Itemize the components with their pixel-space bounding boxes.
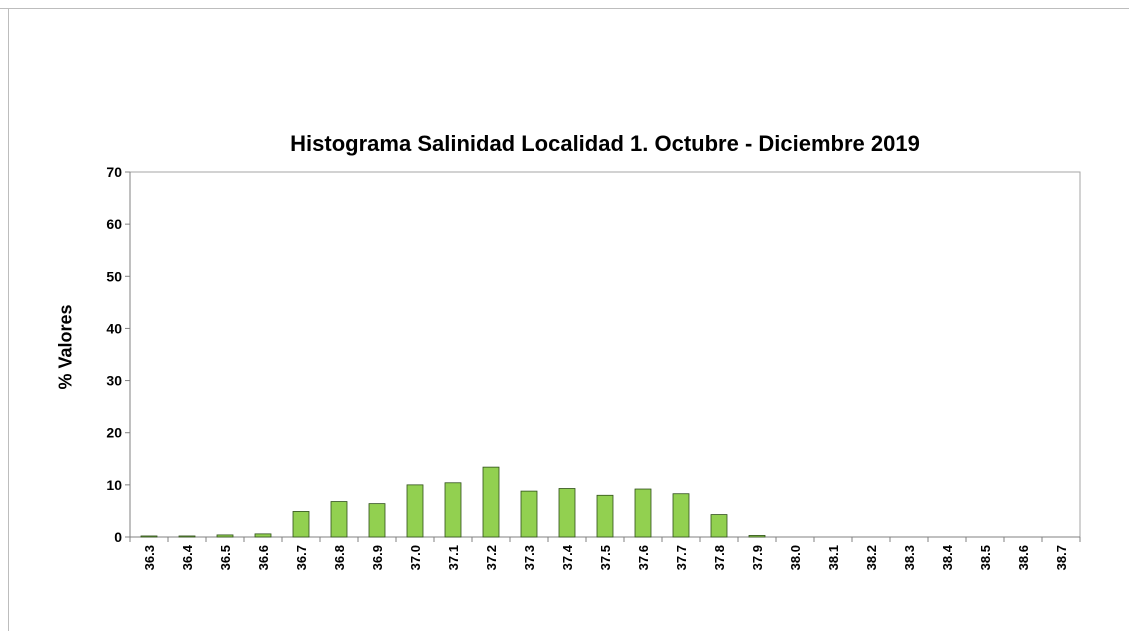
x-tick-label: 36.8 bbox=[332, 545, 347, 570]
x-tick-label: 37.4 bbox=[560, 544, 575, 570]
chart-title: Histograma Salinidad Localidad 1. Octubr… bbox=[290, 131, 920, 156]
frame-left-border bbox=[8, 8, 9, 631]
bar bbox=[216, 534, 234, 538]
x-tick-label: 36.9 bbox=[370, 545, 385, 570]
bar bbox=[482, 466, 500, 538]
bar bbox=[444, 482, 462, 538]
bar bbox=[672, 493, 690, 538]
x-tick-label: 38.5 bbox=[978, 545, 993, 570]
x-tick-label: 37.7 bbox=[674, 545, 689, 570]
x-tick-label: 36.4 bbox=[180, 544, 195, 570]
x-tick-label: 37.0 bbox=[408, 545, 423, 570]
frame-top-border bbox=[0, 8, 1129, 9]
bar bbox=[596, 494, 614, 538]
x-tick-label: 37.3 bbox=[522, 545, 537, 570]
x-tick-label: 38.0 bbox=[788, 545, 803, 570]
bar bbox=[254, 533, 272, 538]
x-tick-label: 36.3 bbox=[142, 545, 157, 570]
bar bbox=[634, 488, 652, 538]
y-tick-label: 70 bbox=[106, 164, 122, 180]
bar bbox=[748, 535, 766, 538]
bar bbox=[558, 488, 576, 538]
y-tick-label: 50 bbox=[106, 268, 122, 284]
bar bbox=[140, 535, 158, 538]
x-tick-label: 37.8 bbox=[712, 545, 727, 570]
y-tick-label: 60 bbox=[106, 216, 122, 232]
x-tick-label: 37.9 bbox=[750, 545, 765, 570]
bar bbox=[520, 490, 538, 538]
x-tick-label: 38.3 bbox=[902, 545, 917, 570]
bar bbox=[406, 484, 424, 538]
x-tick-label: 37.1 bbox=[446, 545, 461, 570]
y-tick-label: 30 bbox=[106, 373, 122, 389]
bar bbox=[330, 501, 348, 538]
bar bbox=[292, 511, 310, 538]
x-tick-label: 37.2 bbox=[484, 545, 499, 570]
bar bbox=[178, 535, 196, 538]
x-tick-label: 38.2 bbox=[864, 545, 879, 570]
x-tick-label: 36.5 bbox=[218, 545, 233, 570]
plot-area-border bbox=[129, 171, 1081, 538]
y-tick-label: 0 bbox=[114, 529, 122, 545]
x-tick-label: 37.5 bbox=[598, 545, 613, 570]
x-tick-label: 38.7 bbox=[1054, 545, 1069, 570]
bar bbox=[368, 503, 386, 538]
x-tick-label: 38.1 bbox=[826, 545, 841, 570]
y-tick-label: 20 bbox=[106, 425, 122, 441]
x-tick-label: 37.6 bbox=[636, 545, 651, 570]
x-tick-label: 36.7 bbox=[294, 545, 309, 570]
y-tick-label: 40 bbox=[106, 320, 122, 336]
x-tick-label: 36.6 bbox=[256, 545, 271, 570]
x-tick-label: 38.4 bbox=[940, 544, 955, 570]
x-tick-label: 38.6 bbox=[1016, 545, 1031, 570]
y-tick-label: 10 bbox=[106, 477, 122, 493]
bar bbox=[710, 514, 728, 538]
